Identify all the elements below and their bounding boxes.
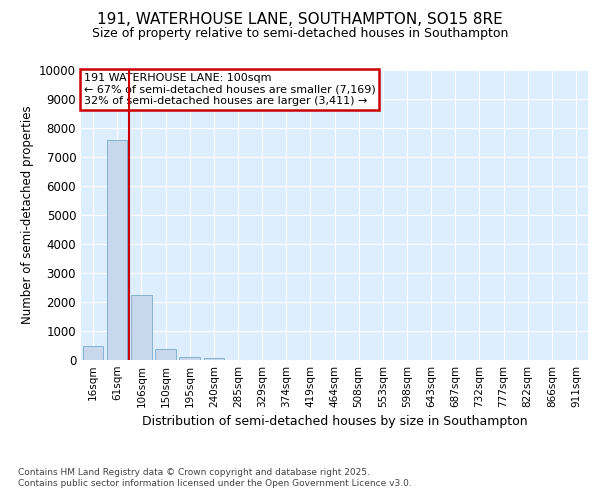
Bar	[203, 358, 224, 360]
Text: 191 WATERHOUSE LANE: 100sqm
← 67% of semi-detached houses are smaller (7,169)
32: 191 WATERHOUSE LANE: 100sqm ← 67% of sem…	[83, 73, 375, 106]
X-axis label: Distribution of semi-detached houses by size in Southampton: Distribution of semi-detached houses by …	[142, 416, 527, 428]
Text: Size of property relative to semi-detached houses in Southampton: Size of property relative to semi-detach…	[92, 28, 508, 40]
Text: Contains HM Land Registry data © Crown copyright and database right 2025.
Contai: Contains HM Land Registry data © Crown c…	[18, 468, 412, 487]
Bar	[131, 296, 152, 360]
Bar	[83, 346, 103, 360]
Bar	[155, 349, 176, 360]
Bar	[107, 140, 127, 360]
Text: 191, WATERHOUSE LANE, SOUTHAMPTON, SO15 8RE: 191, WATERHOUSE LANE, SOUTHAMPTON, SO15 …	[97, 12, 503, 28]
Y-axis label: Number of semi-detached properties: Number of semi-detached properties	[20, 106, 34, 324]
Bar	[179, 356, 200, 360]
